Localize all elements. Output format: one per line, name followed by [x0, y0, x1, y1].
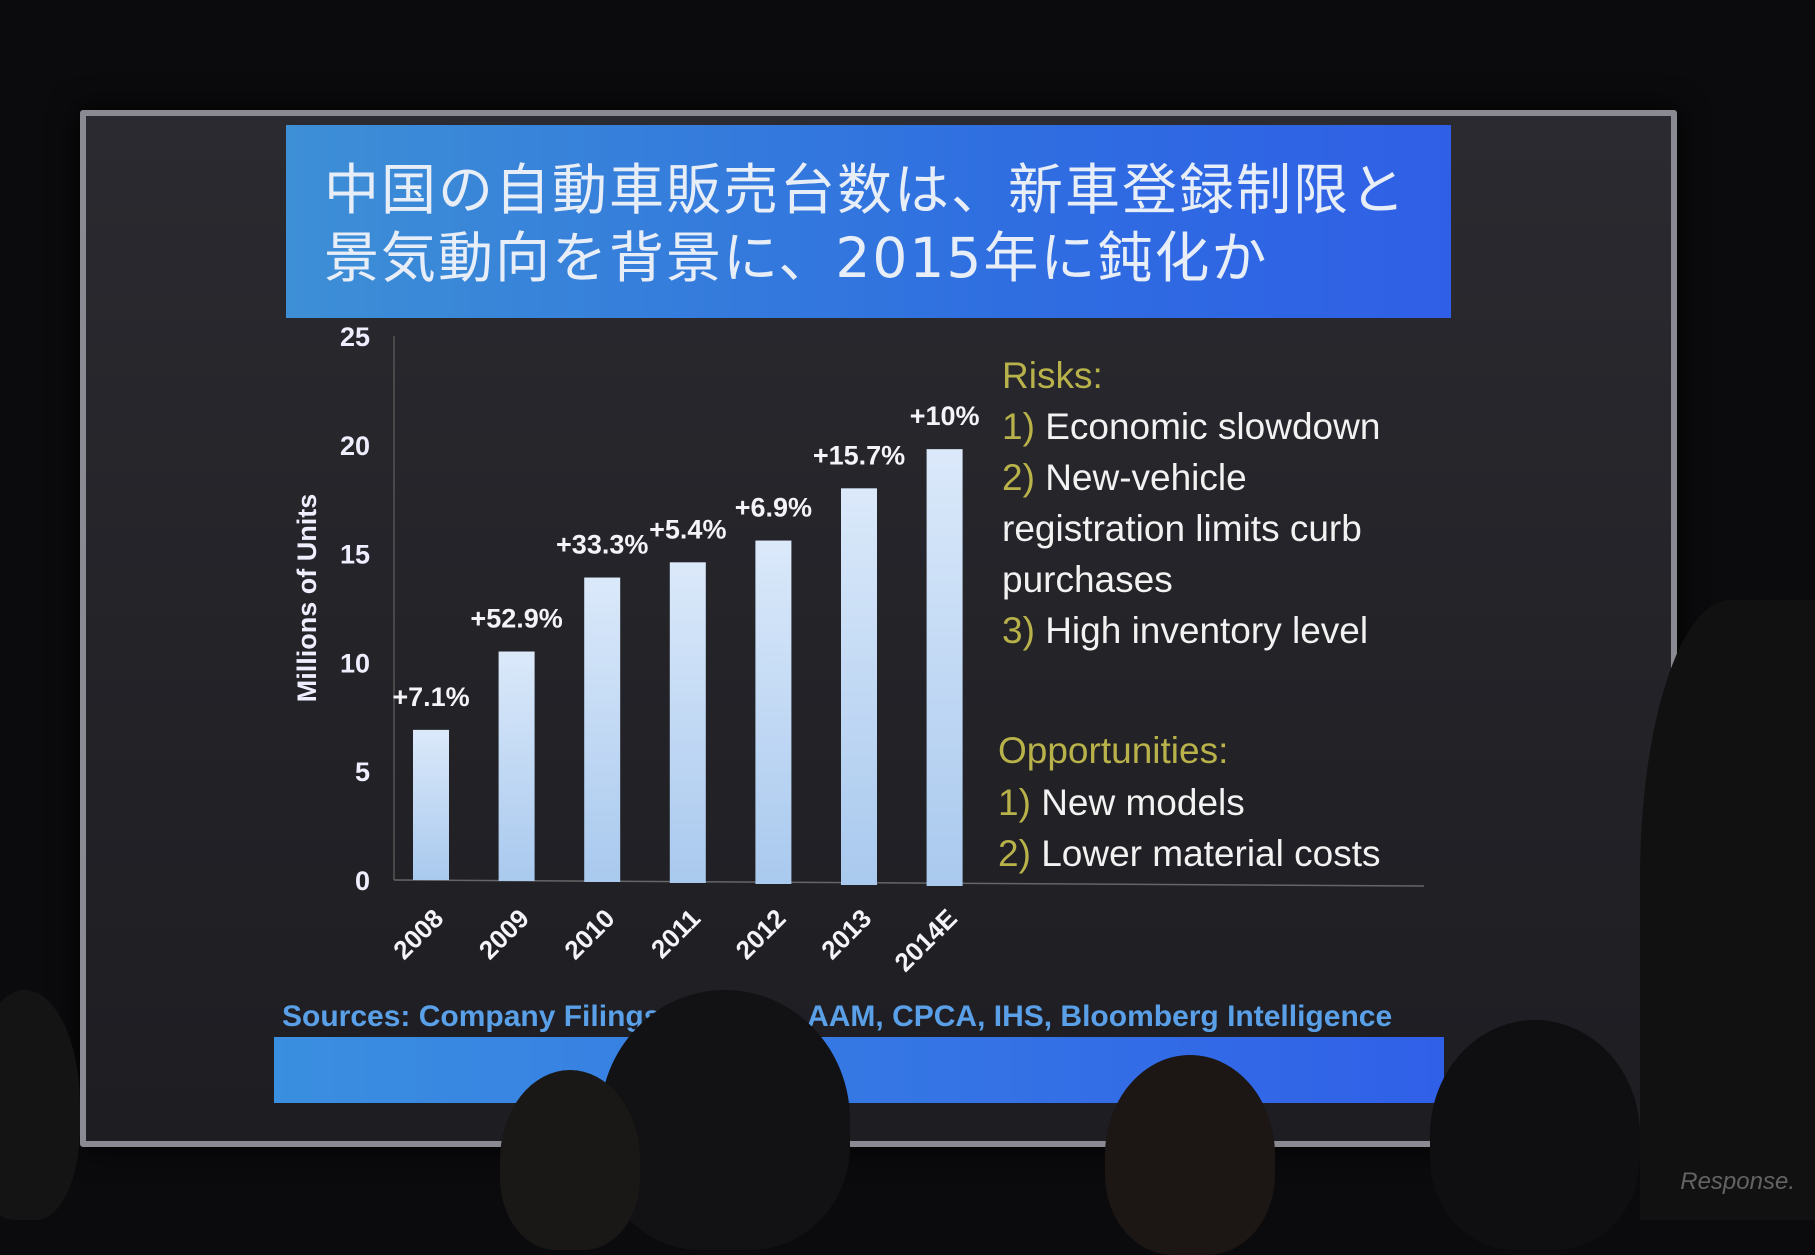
- bar-2013: [841, 488, 877, 885]
- bar-2014E: [926, 449, 963, 886]
- data-label: +33.3%: [556, 530, 648, 560]
- slide-title-banner: 中国の自動車販売台数は、新車登録制限と 景気動向を背景に、2015年に鈍化か: [286, 125, 1451, 318]
- risk-item: purchases: [1002, 559, 1173, 601]
- opportunity-text: New models: [1041, 782, 1245, 823]
- risk-item: 2) New-vehicle: [1002, 457, 1247, 499]
- watermark-logo: Response.: [1680, 1168, 1795, 1195]
- bar-2008: [413, 729, 449, 880]
- x-tick-label: 2011: [645, 903, 706, 964]
- opportunity-number: 1): [998, 782, 1042, 823]
- bottom-banner: [274, 1037, 1444, 1103]
- risk-number: 3): [1002, 610, 1046, 651]
- risk-item: 3) High inventory level: [1002, 610, 1368, 652]
- opportunity-item: 2) Lower material costs: [998, 833, 1380, 875]
- data-label: +10%: [910, 401, 980, 431]
- risks-heading: Risks:: [1002, 355, 1103, 396]
- x-axis-line: [393, 879, 1425, 887]
- y-tick-label: 10: [340, 648, 370, 678]
- audience-head: [500, 1070, 640, 1250]
- y-tick-label: 20: [340, 431, 370, 461]
- x-tick-label: 2012: [730, 903, 792, 965]
- slide-title-line-2: 景気動向を背景に、2015年に鈍化か: [324, 226, 1269, 290]
- audience-head: [600, 990, 850, 1250]
- opportunity-text: Lower material costs: [1041, 833, 1381, 874]
- y-tick-label: 15: [340, 540, 370, 570]
- sources-start: Sources: Company Filings,: [282, 1000, 678, 1033]
- risk-text: High inventory level: [1045, 610, 1369, 651]
- risk-text: purchases: [1002, 559, 1173, 600]
- sources-note: Sources: Company Filings, AAM, CPCA, IHS…: [282, 1000, 1392, 1034]
- x-tick-label: 2013: [815, 903, 877, 965]
- risk-text: Economic slowdown: [1045, 406, 1381, 447]
- bar-2011: [669, 562, 706, 883]
- data-label: +52.9%: [470, 604, 562, 634]
- sources-end: AAM, CPCA, IHS, Bloomberg Intelligence: [807, 1000, 1393, 1033]
- x-tick-label: 2008: [387, 903, 449, 965]
- risk-item: registration limits curb: [1002, 508, 1362, 550]
- data-label: +6.9%: [735, 493, 812, 523]
- x-tick-label: 2009: [473, 903, 535, 965]
- risk-text: New-vehicle: [1045, 457, 1247, 498]
- slide-title-line-1: 中国の自動車販売台数は、新車登録制限と: [324, 158, 1408, 222]
- data-label: +5.4%: [649, 514, 726, 544]
- data-label: +7.1%: [392, 682, 469, 712]
- data-label: +15.7%: [813, 440, 905, 470]
- x-tick-label: 2010: [558, 903, 620, 965]
- y-tick-label: 25: [340, 322, 370, 352]
- bar-2010: [584, 577, 621, 882]
- risk-number: 2): [1002, 457, 1046, 498]
- y-axis-title: Millions of Units: [292, 494, 322, 703]
- risk-number: 1): [1002, 406, 1046, 447]
- presenter: [1640, 600, 1815, 1220]
- audience-head: [1105, 1055, 1275, 1255]
- bar-2009: [498, 651, 535, 881]
- x-tick-label: 2014E: [888, 903, 962, 977]
- y-tick-label: 5: [355, 757, 370, 787]
- risk-text: registration limits curb: [1002, 508, 1362, 549]
- bar-2012: [755, 540, 792, 884]
- opportunities-heading: Opportunities:: [998, 730, 1229, 771]
- bar-chart: 0 5 10 15 20 25 Millions of Units +7.1% 2008 +52.…: [292, 322, 1425, 977]
- audience-head: [1430, 1020, 1640, 1250]
- opportunity-item: 1) New models: [998, 782, 1245, 824]
- opportunity-number: 2): [998, 833, 1042, 874]
- risk-item: 1) Economic slowdown: [1002, 406, 1380, 448]
- y-tick-label: 0: [355, 866, 370, 896]
